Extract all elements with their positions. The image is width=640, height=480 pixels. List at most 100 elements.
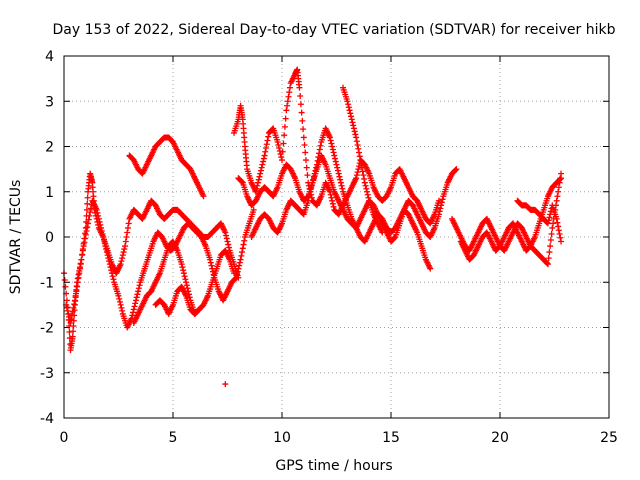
data-point <box>100 234 107 240</box>
data-point <box>207 259 214 266</box>
data-point <box>355 166 362 173</box>
data-point <box>332 158 339 165</box>
data-point <box>255 176 262 183</box>
data-point <box>555 223 562 230</box>
data-point <box>133 294 140 301</box>
data-point <box>83 227 90 234</box>
data-point <box>316 146 323 153</box>
data-point <box>545 255 552 262</box>
data-point <box>109 273 116 280</box>
data-point <box>260 158 267 165</box>
data-point <box>130 306 137 313</box>
data-point <box>356 153 363 160</box>
x-tick-label: 0 <box>60 430 69 446</box>
data-point <box>302 149 309 156</box>
data-point <box>77 261 84 268</box>
data-point <box>303 164 310 171</box>
y-tick-label: -1 <box>40 275 54 291</box>
data-point <box>256 173 263 180</box>
y-tick-label: -4 <box>40 411 54 427</box>
data-point <box>427 265 434 272</box>
data-point <box>334 164 341 171</box>
data-point <box>184 285 191 292</box>
y-tick-label: 3 <box>45 94 54 110</box>
series-track-f <box>231 66 442 227</box>
data-point <box>85 216 92 223</box>
data-point <box>129 312 136 319</box>
x-tick-label: 5 <box>169 430 178 446</box>
data-point <box>310 173 317 180</box>
data-point <box>84 220 91 227</box>
data-point <box>330 203 337 210</box>
data-point <box>558 175 565 182</box>
y-axis-label: SDTVAR / TECUs <box>8 180 24 295</box>
data-point <box>279 157 285 164</box>
data-point <box>306 191 313 198</box>
data-point <box>308 182 315 189</box>
data-point <box>312 167 319 174</box>
data-point <box>299 117 306 124</box>
data-point <box>436 208 443 215</box>
data-point <box>286 89 293 96</box>
data-point <box>352 131 359 138</box>
data-point <box>545 217 552 224</box>
data-point <box>310 176 317 183</box>
data-point <box>338 182 345 189</box>
data-point <box>124 229 131 236</box>
data-point <box>452 166 459 173</box>
data-point <box>308 185 315 192</box>
data-point <box>302 157 309 164</box>
data-point <box>69 308 76 315</box>
x-tick-label: 15 <box>382 430 400 446</box>
data-point <box>70 322 77 329</box>
data-point <box>225 244 232 251</box>
data-point <box>379 229 386 236</box>
data-point <box>250 206 257 213</box>
data-point <box>332 155 339 162</box>
data-point <box>544 220 551 227</box>
data-point <box>69 333 76 340</box>
data-point <box>104 252 111 259</box>
data-point <box>354 169 361 176</box>
x-tick-label: 20 <box>491 430 509 446</box>
data-point <box>233 274 240 281</box>
data-point <box>105 255 112 262</box>
chart-title: Day 153 of 2022, Sidereal Day-to-day VTE… <box>53 22 616 38</box>
data-point <box>98 227 105 234</box>
data-point <box>281 123 288 130</box>
data-point <box>345 104 352 111</box>
data-point <box>225 241 232 248</box>
data-point <box>437 205 444 212</box>
data-point <box>353 134 360 141</box>
data-point <box>100 237 107 244</box>
data-point <box>132 297 139 304</box>
data-point <box>361 175 368 182</box>
data-point <box>275 141 282 148</box>
data-point <box>360 172 367 179</box>
data-point <box>67 319 74 326</box>
data-point <box>130 309 137 316</box>
data-point <box>279 148 286 155</box>
data-point <box>314 157 321 164</box>
y-tick-label: 0 <box>45 230 54 246</box>
data-point <box>224 238 231 245</box>
data-point <box>74 283 81 290</box>
data-point <box>548 230 555 237</box>
data-point <box>316 150 323 157</box>
data-point <box>120 249 127 256</box>
data-point <box>362 182 369 189</box>
data-point <box>116 298 123 305</box>
data-point <box>178 261 185 268</box>
data-point <box>63 304 70 311</box>
data-point <box>132 300 139 307</box>
data-point <box>98 224 105 231</box>
data-point <box>87 205 94 212</box>
data-point <box>355 145 362 152</box>
data-point <box>347 110 354 117</box>
data-point <box>182 276 189 283</box>
data-point <box>180 267 187 274</box>
data-point <box>123 234 130 240</box>
data-point <box>311 170 318 177</box>
data-point <box>79 247 86 254</box>
data-point <box>329 143 336 150</box>
